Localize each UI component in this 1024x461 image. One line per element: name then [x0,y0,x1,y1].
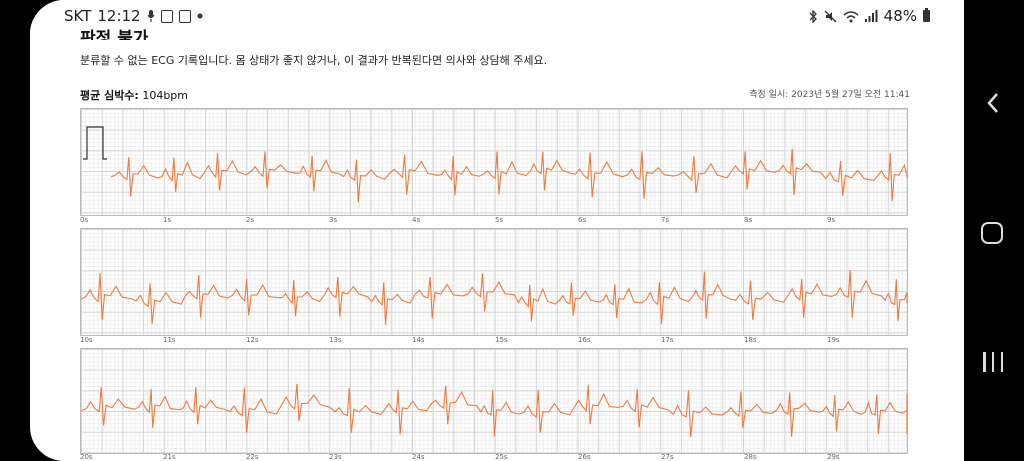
battery-percent: 48% [883,7,917,25]
tick-label: 16s [578,336,591,344]
tick-label: 0s [80,216,89,224]
tick-label: 27s [661,453,674,461]
mic-icon [147,10,155,22]
tick-label: 4s [412,216,421,224]
tick-label: 24s [412,453,425,461]
tick-label: 20s [80,453,93,461]
tick-label: 22s [246,453,259,461]
tick-label: 18s [744,336,757,344]
average-heart-rate: 평균 심박수: 104bpm [80,87,188,103]
tick-label: 14s [412,336,425,344]
carrier: SKT [64,7,92,25]
battery-icon [923,8,930,22]
tick-label: 1s [163,216,172,224]
tick-label: 19s [827,336,840,344]
hr-label: 평균 심박수: [80,89,139,102]
wifi-icon [843,10,859,22]
tick-label: 12s [246,336,259,344]
notification-icon [178,9,191,23]
time-axis-1: 0s 1s 2s 3s 4s 5s 6s 7s 8s 9s [80,216,908,226]
page-title: 판정 불가 [80,29,149,40]
navigation-bar [964,0,1024,461]
time-axis-3: 20s 21s 22s 23s 24s 25s 26s 27s 28s 29s [80,453,908,461]
ecg-strip-3 [80,348,908,454]
ecg-trace-path-2 [81,269,908,325]
time-axis-2: 10s 11s 12s 13s 14s 15s 16s 17s 18s 19s [80,336,908,346]
status-left: SKT 12:12 [64,7,203,25]
tick-label: 13s [329,336,342,344]
back-icon[interactable] [986,92,1000,114]
dot-icon [197,13,203,19]
ecg-trace-2 [81,269,908,325]
tick-label: 5s [495,216,504,224]
tick-label: 11s [163,336,176,344]
home-icon[interactable] [981,222,1003,244]
app-icon [160,9,173,23]
tick-label: 10s [80,336,93,344]
tick-label: 28s [744,453,757,461]
mute-icon [824,10,837,22]
result-description: 분류할 수 없는 ECG 기록입니다. 몸 상태가 좋지 않거나, 이 결과가 … [80,54,548,67]
ecg-strip-1 [80,108,908,216]
calibration-pulse [83,126,107,160]
app-screen: SKT 12:12 48% 판정 불가 분류할 수 없는 ECG 기록입니다. … [30,0,964,461]
tick-label: 25s [495,453,508,461]
tick-label: 6s [578,216,587,224]
tick-label: 21s [163,453,176,461]
tick-label: 29s [827,453,840,461]
ecg-trace-path-1 [110,148,908,203]
tick-label: 8s [744,216,753,224]
ecg-trace-3 [81,383,908,438]
tick-label: 15s [495,336,508,344]
signal-icon [864,10,878,22]
tick-label: 3s [329,216,338,224]
status-right: 48% [809,7,930,25]
tick-label: 7s [661,216,670,224]
hr-value: 104bpm [142,89,189,102]
tick-label: 2s [246,216,255,224]
status-bar: SKT 12:12 48% [30,0,964,32]
bluetooth-icon [809,9,817,23]
measured-datetime: 측정 일시: 2023년 5월 27일 오전 11:41 [749,90,910,100]
ecg-trace-path-3 [81,383,908,438]
recent-apps-icon[interactable] [983,352,1003,372]
tick-label: 23s [329,453,342,461]
ecg-strip-2 [80,228,908,336]
clock: 12:12 [97,7,141,25]
tick-label: 9s [827,216,836,224]
tick-label: 17s [661,336,674,344]
ecg-trace-1 [83,126,908,203]
tick-label: 26s [578,453,591,461]
